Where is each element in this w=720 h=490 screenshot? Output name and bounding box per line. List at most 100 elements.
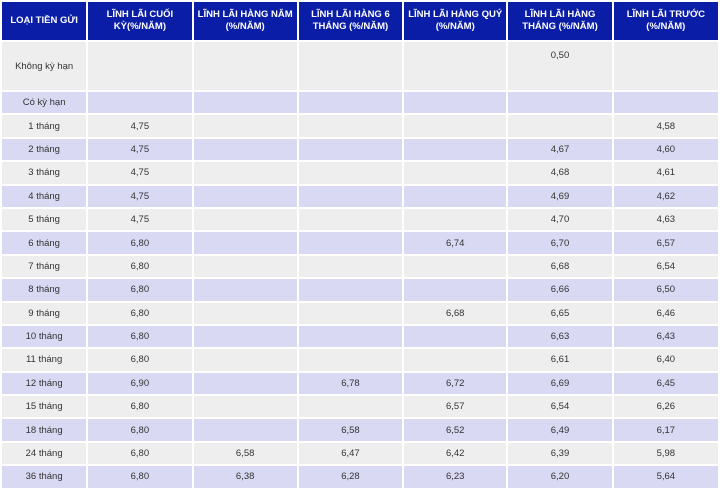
rate-cell [298,185,403,207]
rate-cell [193,255,297,278]
rate-cell [193,185,297,207]
rate-cell: 6,80 [88,325,192,348]
rate-cell: 6,26 [613,396,718,418]
rate-cell [404,255,507,278]
rate-cell: 6,65 [508,302,612,324]
rate-cell [508,92,612,114]
rate-cell [193,396,297,418]
term-cell: 2 tháng [2,138,87,161]
rate-cell: 4,58 [613,115,718,137]
term-cell: 4 tháng [2,185,87,207]
rate-cell: 6,66 [508,279,612,301]
rate-cell: 6,52 [404,419,507,441]
rate-cell: 6,80 [88,396,192,418]
rate-cell: 4,60 [613,138,718,161]
header-quarterly: LĨNH LÃI HÀNG QUÝ (%/NĂM) [404,2,507,40]
rate-cell: 6,46 [613,302,718,324]
rate-cell [88,92,192,114]
rate-cell: 6,57 [613,232,718,254]
term-cell: 8 tháng [2,279,87,301]
term-cell: 36 tháng [2,466,87,488]
rate-cell [193,349,297,371]
rate-cell [193,208,297,231]
rate-cell [193,92,297,114]
rate-cell: 6,80 [88,466,192,488]
rate-cell: 6,80 [88,232,192,254]
rate-cell [298,138,403,161]
table-row: 24 tháng 6,80 6,58 6,47 6,42 6,39 5,98 [2,442,718,465]
rate-cell: 6,80 [88,255,192,278]
rate-cell: 6,80 [88,349,192,371]
rate-cell: 6,68 [508,255,612,278]
table-row: 9 tháng 6,80 6,68 6,65 6,46 [2,302,718,324]
rate-cell [404,138,507,161]
table-row: 36 tháng 6,80 6,38 6,28 6,23 6,20 5,64 [2,466,718,488]
rate-cell: 4,67 [508,138,612,161]
rate-cell [193,372,297,395]
rate-cell: 6,80 [88,419,192,441]
term-cell: 6 tháng [2,232,87,254]
rate-cell [404,162,507,184]
rate-cell [193,162,297,184]
term-cell: 5 tháng [2,208,87,231]
table-row: 15 tháng 6,80 6,57 6,54 6,26 [2,396,718,418]
rate-cell [613,42,718,90]
rate-cell [88,42,192,90]
rate-cell [193,42,297,90]
rate-cell: 6,90 [88,372,192,395]
table-row: 8 tháng 6,80 6,66 6,50 [2,279,718,301]
rate-cell [193,115,297,137]
term-cell: 7 tháng [2,255,87,278]
term-cell: 10 tháng [2,325,87,348]
rate-cell [298,232,403,254]
term-cell: 3 tháng [2,162,87,184]
rate-cell: 6,38 [193,466,297,488]
term-cell: 24 tháng [2,442,87,465]
rate-cell: 6,72 [404,372,507,395]
table-row: Có kỳ hạn [2,92,718,114]
rate-cell [298,208,403,231]
table-row: 4 tháng 4,75 4,69 4,62 [2,185,718,207]
rate-cell: 4,61 [613,162,718,184]
table-row: 2 tháng 4,75 4,67 4,60 [2,138,718,161]
rate-cell [193,325,297,348]
rate-cell: 5,64 [613,466,718,488]
rate-cell [404,279,507,301]
rate-cell [298,42,403,90]
rate-cell: 4,69 [508,185,612,207]
table-body: Không kỳ hạn 0,50 Có kỳ hạn 1 tháng 4,75 4,58… [2,42,718,488]
rate-cell: 6,28 [298,466,403,488]
rate-cell: 4,62 [613,185,718,207]
rate-cell: 6,57 [404,396,507,418]
rate-cell: 6,80 [88,302,192,324]
term-cell: 1 tháng [2,115,87,137]
rate-cell [298,115,403,137]
rate-cell: 4,75 [88,138,192,161]
rate-cell [298,92,403,114]
rate-cell: 4,75 [88,115,192,137]
rate-cell: 6,49 [508,419,612,441]
rate-cell [298,349,403,371]
table-row: 11 tháng 6,80 6,61 6,40 [2,349,718,371]
rate-cell: 6,50 [613,279,718,301]
rate-cell [404,185,507,207]
rate-cell: 6,17 [613,419,718,441]
rate-cell: 6,68 [404,302,507,324]
rate-cell: 4,75 [88,185,192,207]
rate-cell: 6,54 [508,396,612,418]
table-row: Không kỳ hạn 0,50 [2,42,718,90]
rate-cell [404,42,507,90]
term-cell: 9 tháng [2,302,87,324]
rate-cell: 6,39 [508,442,612,465]
rate-cell [298,325,403,348]
table-row: 12 tháng 6,90 6,78 6,72 6,69 6,45 [2,372,718,395]
term-cell: 15 tháng [2,396,87,418]
rate-cell: 6,40 [613,349,718,371]
rate-cell: 6,58 [298,419,403,441]
rate-cell: 6,74 [404,232,507,254]
rate-cell: 4,75 [88,162,192,184]
rate-cell: 6,69 [508,372,612,395]
term-cell: 18 tháng [2,419,87,441]
rate-cell [193,419,297,441]
